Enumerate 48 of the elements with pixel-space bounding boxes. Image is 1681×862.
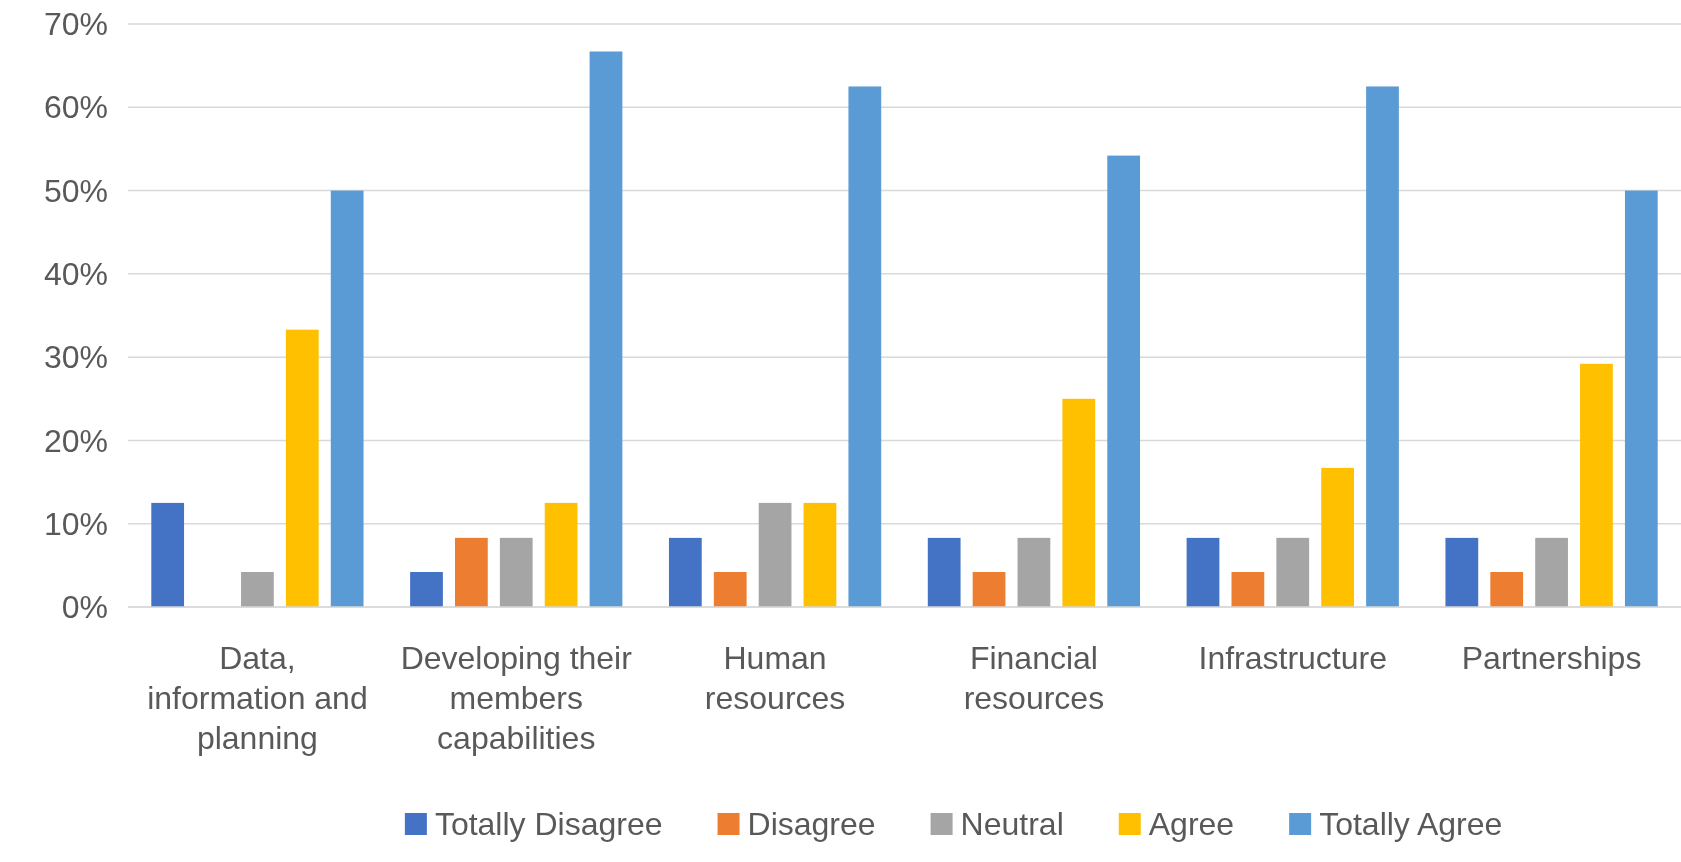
y-tick-label: 60%: [43, 89, 108, 126]
bar: [1366, 86, 1399, 607]
x-tick-label: Financial resources: [963, 640, 1105, 716]
bar: [927, 537, 961, 607]
bar: [410, 572, 443, 607]
bar: [1624, 190, 1658, 607]
x-tick-label: Human resources: [704, 640, 846, 716]
x-tick-label: Data, information and planning: [147, 640, 368, 756]
legend-label: Disagree: [747, 806, 876, 843]
bar: [544, 502, 578, 607]
bar: [758, 502, 792, 607]
bar: [803, 502, 837, 607]
bar: [1535, 537, 1568, 607]
bar: [848, 86, 882, 607]
bar: [1321, 467, 1354, 607]
legend-label: Agree: [1148, 806, 1235, 843]
bar: [972, 572, 1006, 607]
bar: [330, 190, 364, 607]
bar: [1186, 537, 1220, 607]
bar: [1580, 363, 1613, 607]
bar: [589, 51, 623, 607]
bar: [668, 537, 702, 607]
bar: [499, 537, 533, 607]
legend-label: Totally Agree: [1319, 806, 1503, 843]
bar: [713, 572, 747, 607]
y-tick-label: 70%: [43, 6, 108, 43]
bar: [1231, 572, 1265, 607]
y-tick-label: 40%: [43, 256, 108, 293]
bar: [1445, 537, 1479, 607]
bar: [1490, 572, 1524, 607]
y-tick-label: 30%: [43, 339, 108, 376]
bar: [455, 537, 488, 607]
x-tick-label: Infrastructure: [1198, 640, 1388, 676]
bar: [1107, 155, 1141, 607]
y-tick-label: 10%: [43, 505, 108, 542]
y-tick-label: 20%: [43, 422, 108, 459]
y-tick-label: 0%: [61, 589, 108, 626]
bar: [241, 572, 274, 607]
x-tick-label: Developing their members capabilities: [400, 640, 633, 756]
bar: [1017, 537, 1051, 607]
bar: [1276, 537, 1310, 607]
y-tick-label: 50%: [43, 172, 108, 209]
bar: [1062, 398, 1096, 607]
bar: [285, 329, 319, 607]
legend-label: Neutral: [960, 806, 1064, 843]
legend-label: Totally Disagree: [434, 806, 663, 843]
bar: [151, 502, 185, 607]
x-tick-label: Partnerships: [1461, 640, 1642, 676]
